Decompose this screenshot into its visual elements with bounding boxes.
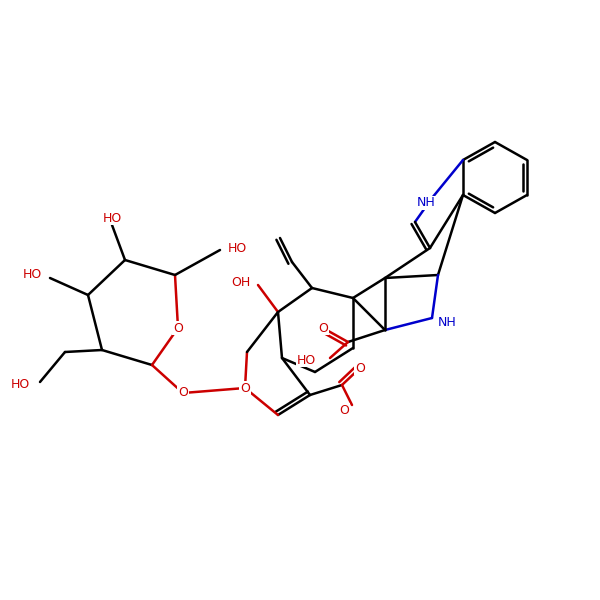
Text: OH: OH (231, 275, 250, 289)
Text: NH: NH (416, 196, 436, 209)
Text: HO: HO (297, 353, 316, 367)
Text: HO: HO (11, 377, 30, 391)
Text: HO: HO (23, 269, 42, 281)
Text: O: O (173, 322, 183, 335)
Text: HO: HO (103, 211, 122, 224)
Text: HO: HO (228, 241, 247, 254)
Text: O: O (178, 386, 188, 400)
Text: O: O (355, 361, 365, 374)
Text: O: O (318, 322, 328, 335)
Text: O: O (240, 382, 250, 395)
Text: NH: NH (437, 316, 457, 329)
Text: O: O (339, 403, 349, 416)
